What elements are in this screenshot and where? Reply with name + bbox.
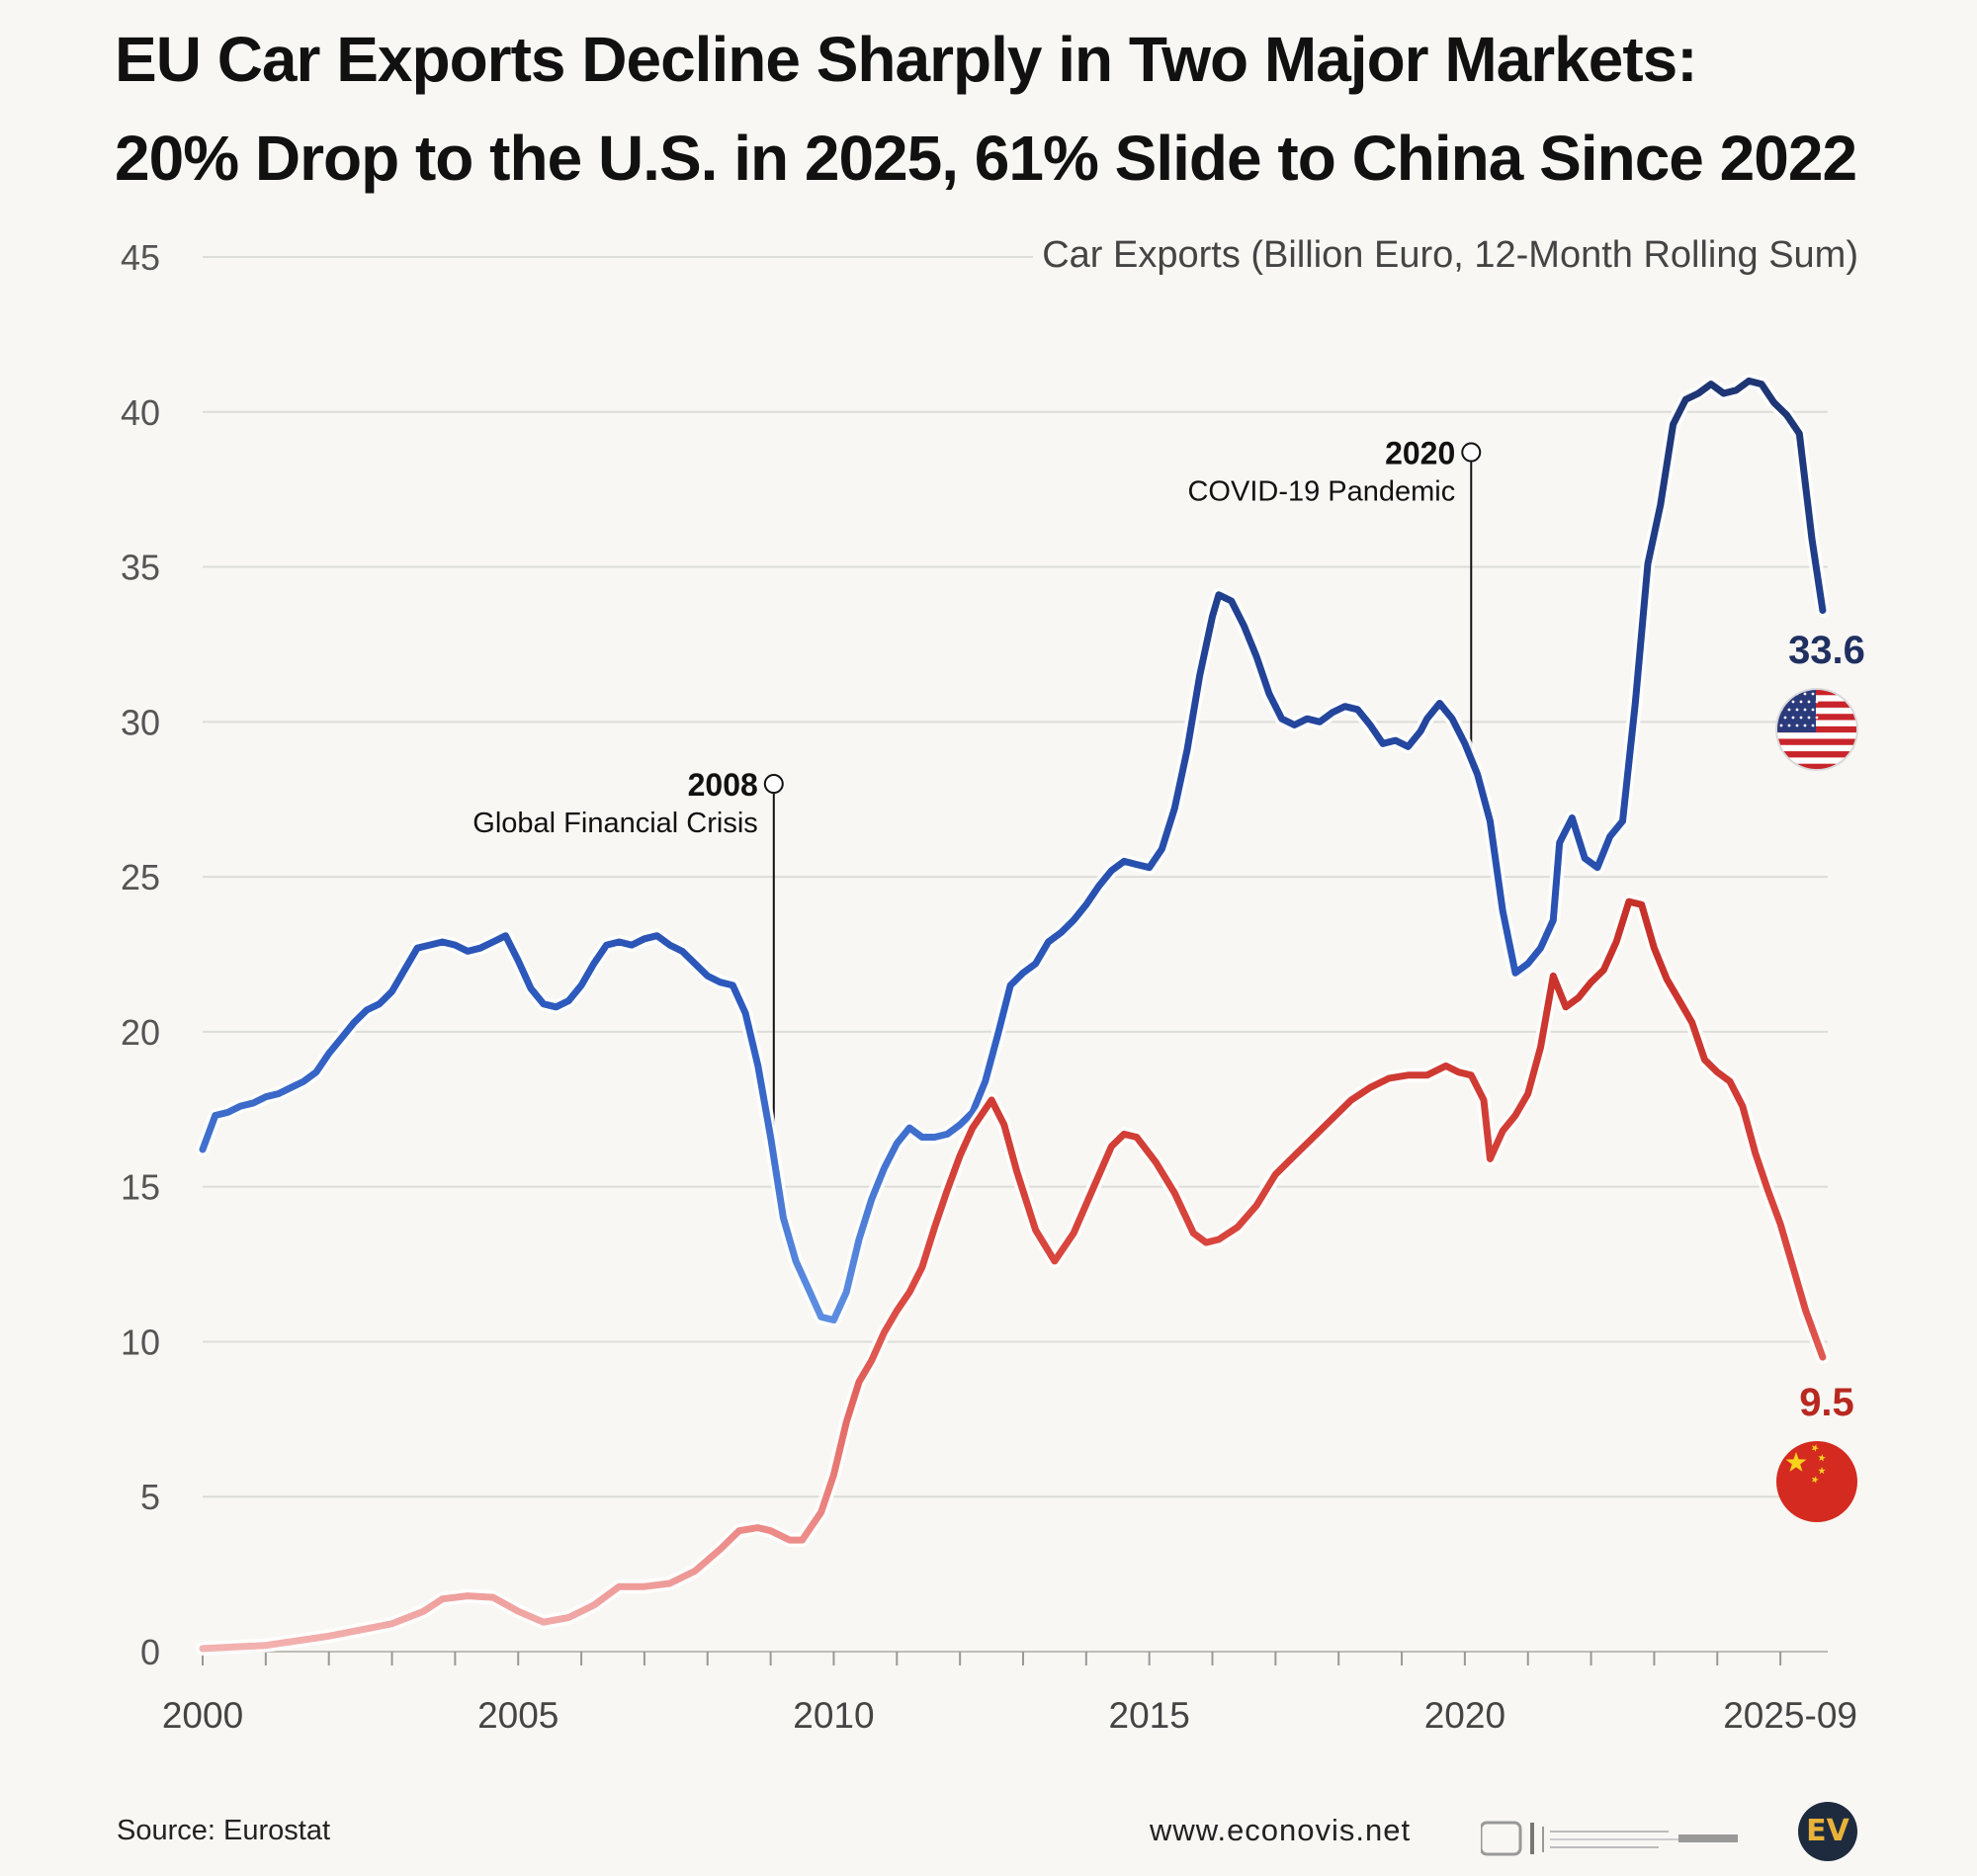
chart-subtitle: Car Exports (Billion Euro, 12-Month Roll… bbox=[1042, 234, 1858, 276]
y-axis-tick-labels: 0 5 10 15 20 25 30 35 40 45 bbox=[121, 237, 160, 1672]
annotation-text: Global Financial Crisis bbox=[473, 808, 758, 839]
annotation-text: COVID-19 Pandemic bbox=[1187, 476, 1455, 508]
series-halo bbox=[196, 895, 1830, 1656]
x-tick-label: 2000 bbox=[162, 1695, 243, 1736]
title-line-1: EU Car Exports Decline Sharply in Two Ma… bbox=[115, 24, 1698, 95]
y-tick-label: 5 bbox=[140, 1477, 160, 1517]
x-tick-label: 2005 bbox=[477, 1695, 559, 1736]
us-end-value: 33.6 bbox=[1788, 629, 1865, 672]
annotation-year: 2008 bbox=[688, 767, 758, 803]
annotation-year: 2020 bbox=[1385, 436, 1455, 471]
title-line-2: 20% Drop to the U.S. in 2025, 61% Slide … bbox=[115, 123, 1857, 194]
x-tick-label: 2015 bbox=[1109, 1695, 1190, 1736]
y-tick-label: 20 bbox=[121, 1012, 160, 1053]
china-series-line bbox=[199, 897, 1827, 1653]
china-end-value: 9.5 bbox=[1799, 1381, 1854, 1424]
y-tick-label: 35 bbox=[121, 548, 160, 588]
y-tick-label: 30 bbox=[121, 702, 160, 742]
china-flag-icon bbox=[1776, 1441, 1857, 1522]
y-tick-label: 40 bbox=[121, 392, 160, 433]
x-axis: 2000 2005 2010 2015 2020 2025-09 bbox=[162, 1651, 1857, 1736]
barcode-watermark-icon bbox=[1481, 1821, 1738, 1856]
x-tick-label: 2020 bbox=[1424, 1695, 1505, 1736]
annotation-marker bbox=[763, 774, 784, 795]
y-tick-label: 25 bbox=[121, 857, 160, 897]
econovis-logo: EV bbox=[1798, 1802, 1857, 1861]
source-note: Source: Eurostat bbox=[117, 1815, 330, 1846]
y-tick-label: 10 bbox=[121, 1322, 160, 1362]
x-tick-label: 2025-09 bbox=[1723, 1695, 1857, 1736]
chart-title: EU Car Exports Decline Sharply in Two Ma… bbox=[115, 10, 1914, 208]
y-tick-label: 45 bbox=[121, 237, 160, 278]
y-tick-label: 0 bbox=[140, 1632, 160, 1672]
us-flag-icon bbox=[1775, 688, 1858, 771]
us-series-line bbox=[199, 377, 1827, 1323]
gridlines bbox=[203, 256, 1828, 1653]
x-tick-label: 2010 bbox=[793, 1695, 874, 1736]
annotations: 2008 Global Financial Crisis 2020 COVID-19 … bbox=[473, 436, 1482, 1125]
end-labels: 33.6 9.5 bbox=[1788, 629, 1865, 1424]
annotation-marker bbox=[1461, 442, 1482, 463]
y-tick-label: 15 bbox=[121, 1167, 160, 1208]
series-lines bbox=[196, 374, 1830, 1656]
website-link[interactable]: www.econovis.net bbox=[1150, 1813, 1412, 1847]
